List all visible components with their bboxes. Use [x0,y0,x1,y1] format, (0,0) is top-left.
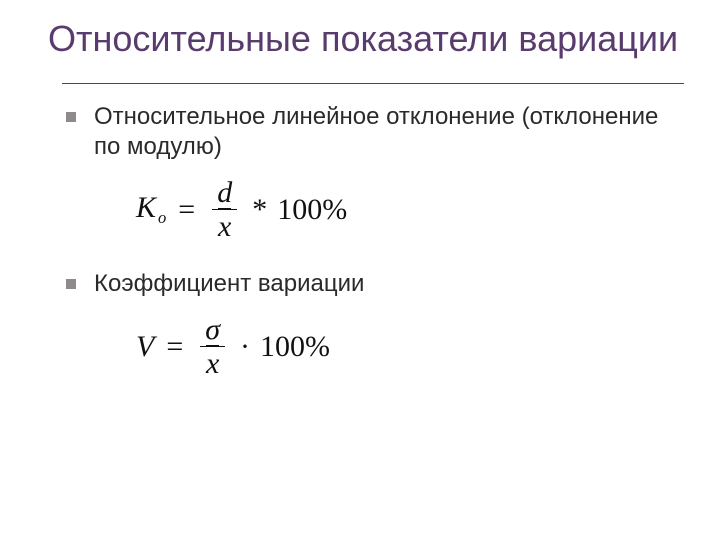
formula1-subscript: о [158,208,166,227]
formula2-fraction: σ x [199,313,226,380]
bullet-text-2: Коэффициент вариации [94,270,364,297]
bullet-text-1: Относительное линейное отклонение (откло… [94,103,658,160]
bullet-item-2: Коэффициент вариации [66,269,684,299]
formula1-numerator: d [211,176,238,209]
formula1-fraction: d x [211,176,238,243]
slide-title: Относительные показатели вариации [48,18,684,59]
formula2-rhs: 100% [260,332,330,362]
formula2-operator: · [238,332,252,362]
bullet-item-1: Относительное линейное отклонение (откло… [66,102,684,162]
formula2-denominator: x [200,346,225,380]
formula1-denominator: x [212,209,237,243]
formula1-denominator-x: x [218,210,231,243]
bullet-list: Относительное линейное отклонение (откло… [48,102,684,380]
formula2-lhs: V [136,332,154,362]
formula-coefficient-of-variation: V = σ x · 100% [136,313,684,380]
formula-relative-linear-deviation: Kо = d x * 100% [136,176,684,243]
formula2-denominator-x: x [206,347,219,380]
formula1-lhs: Kо [136,193,166,226]
formula1-symbol: K [136,191,156,224]
slide: Относительные показатели вариации Относи… [0,0,720,540]
formula1-operator: * [250,195,269,225]
title-underline [62,83,684,84]
formula2-equals: = [162,332,187,362]
formula2-numerator: σ [199,313,226,346]
formula1-equals: = [174,195,199,225]
formula1-rhs: 100% [277,195,347,225]
